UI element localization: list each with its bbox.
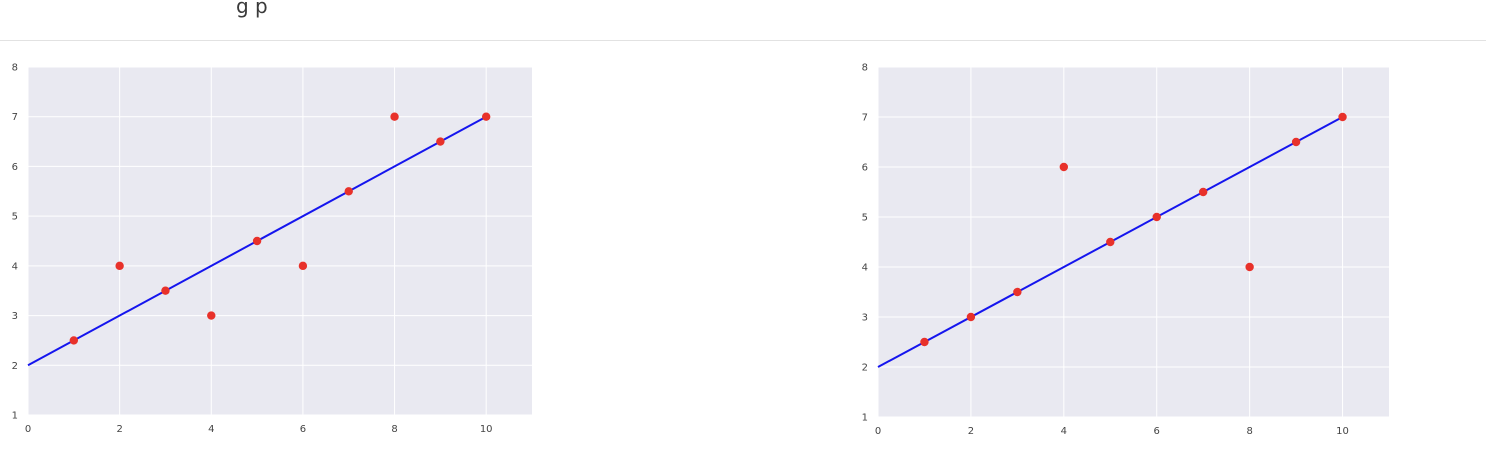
divider: [0, 40, 1486, 41]
data-point: [161, 286, 170, 295]
data-point: [920, 337, 929, 347]
y-tick-label: 6: [12, 162, 18, 173]
data-point: [1013, 287, 1022, 297]
data-point: [1338, 112, 1347, 122]
cropped-header-text: g p: [236, 0, 268, 18]
data-point: [390, 112, 399, 121]
y-tick-label: 6: [862, 163, 868, 174]
data-point: [69, 336, 79, 345]
x-tick-label: 6: [300, 424, 306, 435]
y-tick-label: 8: [862, 63, 868, 74]
y-tick-label: 2: [862, 363, 868, 374]
x-tick-label: 8: [391, 424, 397, 435]
data-point: [1245, 262, 1254, 272]
x-tick-label: 8: [1246, 426, 1252, 437]
plot-background: [878, 67, 1389, 417]
x-tick-label: 10: [480, 424, 493, 435]
x-tick-label: 2: [968, 426, 974, 437]
y-tick-label: 3: [12, 311, 18, 322]
data-point: [1106, 237, 1115, 247]
y-tick-label: 4: [12, 261, 18, 272]
top-strip: g p: [0, 0, 1486, 40]
data-point: [1059, 162, 1069, 172]
y-tick-label: 7: [12, 112, 18, 123]
data-point: [1198, 187, 1208, 197]
y-tick-label: 3: [862, 313, 868, 324]
data-point: [436, 137, 445, 146]
y-tick-label: 4: [862, 263, 868, 274]
y-tick-label: 5: [12, 212, 18, 223]
data-point: [252, 236, 262, 246]
x-tick-label: 0: [875, 426, 881, 437]
x-tick-label: 0: [25, 424, 31, 435]
x-tick-label: 2: [116, 424, 122, 435]
y-tick-label: 2: [12, 361, 18, 372]
data-point: [481, 112, 491, 121]
x-tick-label: 6: [1154, 426, 1160, 437]
data-point: [344, 187, 353, 196]
y-tick-label: 1: [862, 413, 868, 424]
data-point: [1152, 212, 1161, 222]
chart-area: 0 2 4 6 8 10 1 2 3 4 5 6 7 8 0 2 4 6 8 10 1 2 3 4 5 6 7 8: [0, 41, 1486, 466]
x-tick-label: 4: [208, 424, 214, 435]
data-point: [115, 261, 124, 271]
data-point: [298, 261, 308, 271]
y-tick-label: 5: [862, 213, 868, 224]
data-point: [1291, 137, 1301, 147]
y-tick-label: 1: [12, 411, 18, 422]
data-point: [207, 311, 216, 320]
y-tick-label: 7: [862, 113, 868, 124]
plot-background: [28, 67, 532, 415]
data-point: [966, 312, 976, 322]
x-tick-label: 10: [1336, 426, 1349, 437]
x-tick-label: 4: [1061, 426, 1067, 437]
y-tick-label: 8: [12, 63, 18, 74]
